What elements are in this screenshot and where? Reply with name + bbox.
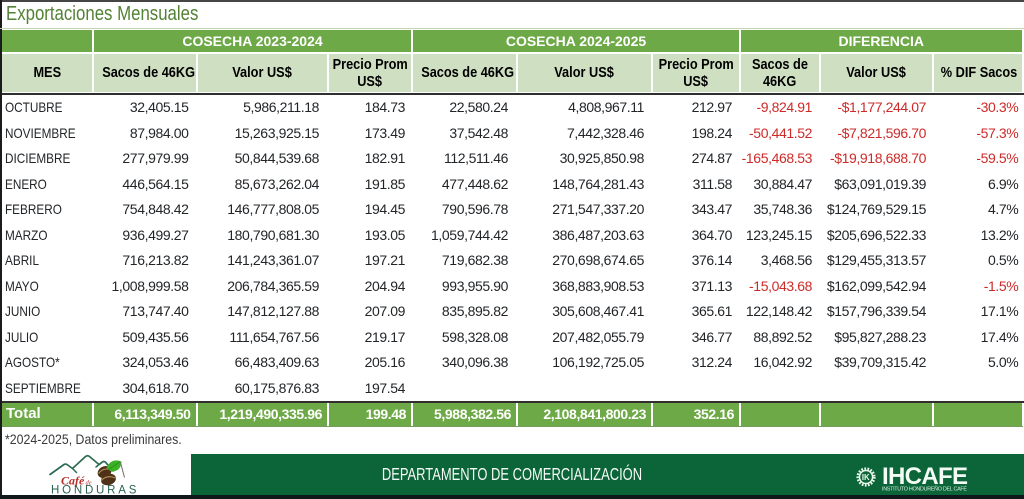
svg-text:de: de (86, 480, 92, 487)
svg-text:INSTITUTO HONDUREÑO DEL CAFÉ: INSTITUTO HONDUREÑO DEL CAFÉ (882, 486, 967, 493)
svg-text:HONDURAS: HONDURAS (51, 485, 137, 497)
svg-text:IHCAFE: IHCAFE (882, 463, 968, 490)
svg-text:IK: IK (862, 473, 870, 482)
svg-text:Café: Café (61, 474, 85, 488)
